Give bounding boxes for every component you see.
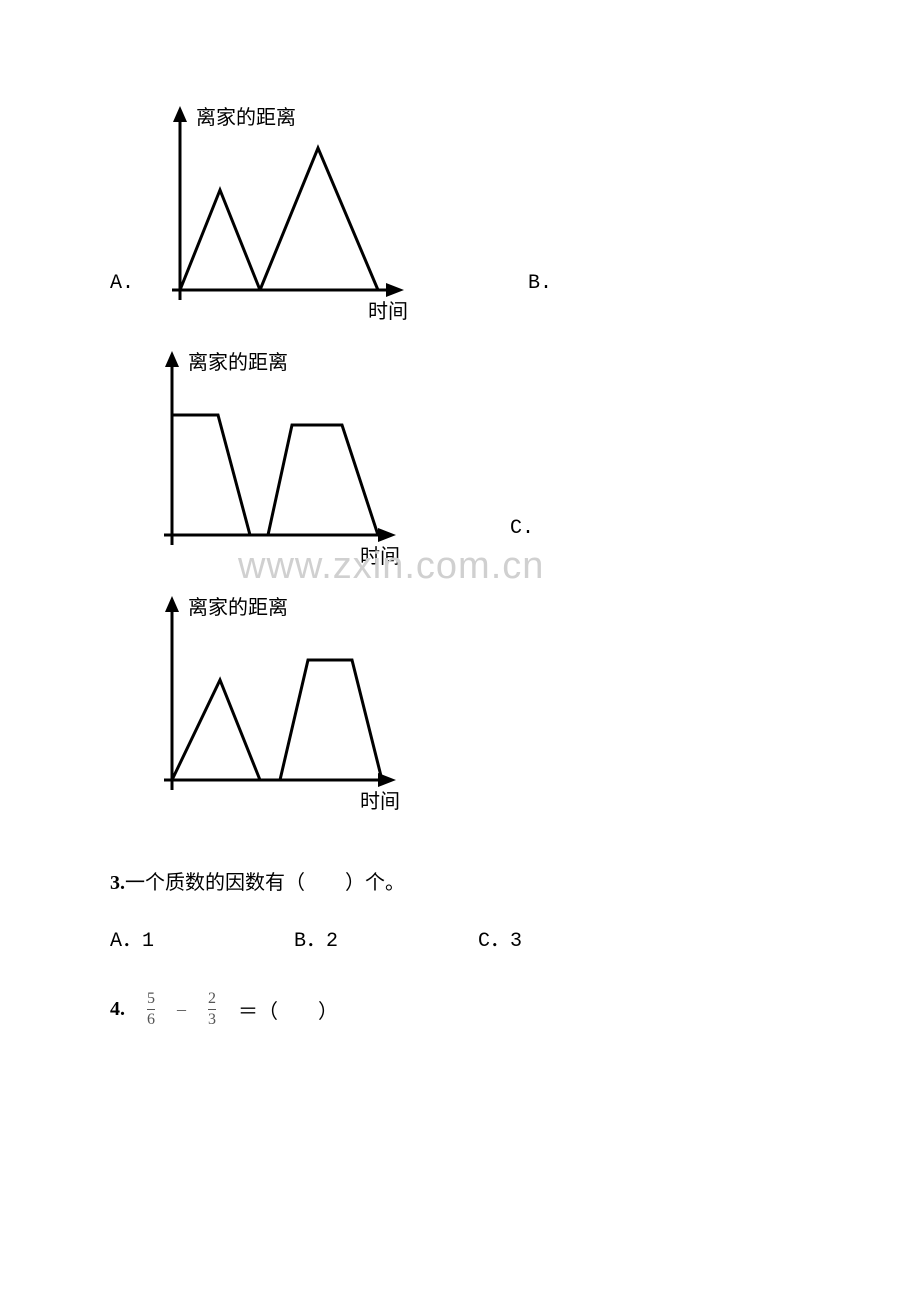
q3-options: A．1 B．2 C．3: [110, 923, 810, 953]
svg-text:离家的距离: 离家的距离: [188, 351, 288, 374]
option-letter-b: B.: [528, 272, 552, 335]
xlabel: 时间: [368, 300, 408, 323]
svg-text:离家的距离: 离家的距离: [188, 596, 288, 619]
ylabel: 离家的距离: [196, 106, 296, 129]
chart-c: 离家的距离 时间: [130, 590, 410, 825]
option-letter-a: A.: [110, 272, 134, 335]
question-3: 3.一个质数的因数有（ ）个。: [110, 865, 810, 901]
svg-text:时间: 时间: [360, 545, 400, 568]
fraction-1: 5 6: [143, 991, 159, 1028]
chart-a: 离家的距离 时间: [138, 100, 418, 335]
chart-b: 离家的距离 时间: [130, 345, 410, 580]
q3-text: 一个质数的因数有（ ）个。: [125, 872, 405, 894]
q3-opt-c[interactable]: C．3: [478, 923, 522, 953]
question-4: 4. 5 6 – 2 3 ＝（ ）: [110, 991, 810, 1028]
q4-number: 4.: [110, 998, 125, 1021]
minus-op: –: [177, 999, 186, 1020]
q4-equals: ＝（ ）: [238, 995, 338, 1024]
fraction-2: 2 3: [204, 991, 220, 1028]
option-letter-c: C.: [510, 517, 534, 580]
q3-opt-a[interactable]: A．1: [110, 923, 154, 953]
q3-number: 3.: [110, 872, 125, 894]
q3-opt-b[interactable]: B．2: [294, 923, 338, 953]
svg-text:时间: 时间: [360, 790, 400, 813]
